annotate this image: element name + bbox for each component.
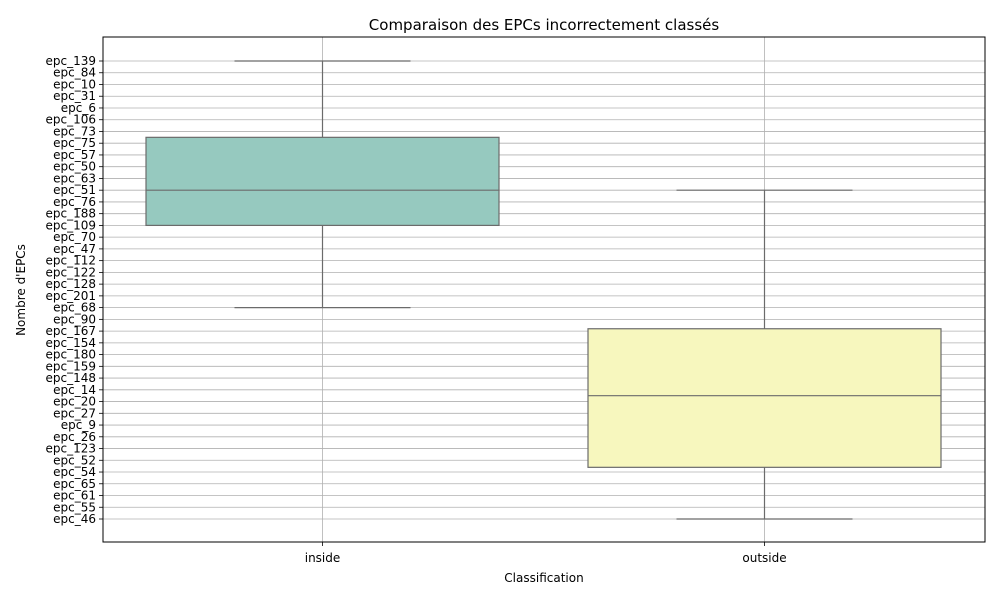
box-body [145, 136, 500, 227]
y-tick-label: epc_73 [53, 124, 96, 138]
y-tick-label: epc_31 [53, 89, 96, 103]
y-tick-label: epc_10 [53, 77, 96, 91]
box-body [587, 328, 942, 468]
y-tick-label: epc_9 [61, 418, 96, 432]
box-outside [587, 189, 942, 520]
y-tick-label: epc_6 [61, 101, 96, 115]
y-tick-label: epc_14 [53, 383, 96, 397]
y-tick-label: epc_180 [45, 348, 96, 362]
y-tick-label: epc_106 [45, 113, 96, 127]
y-tick-label: epc_47 [53, 242, 96, 256]
y-tick-label: epc_201 [45, 289, 96, 303]
y-tick-label: epc_20 [53, 395, 96, 409]
x-tick-label: inside [305, 551, 341, 565]
y-tick-label: epc_122 [45, 265, 96, 279]
y-tick-label: epc_84 [53, 66, 96, 80]
y-tick-label: epc_50 [53, 160, 96, 174]
y-tick-label: epc_128 [45, 277, 96, 291]
y-tick-label: epc_76 [53, 195, 96, 209]
y-tick-label: epc_90 [53, 312, 96, 326]
y-tick-label: epc_27 [53, 406, 96, 420]
y-tick-label: epc_139 [45, 54, 96, 68]
x-axis-title: Classification [504, 571, 583, 585]
y-tick-label: epc_68 [53, 301, 96, 315]
y-tick-label: epc_188 [45, 207, 96, 221]
y-tick-label: epc_70 [53, 230, 96, 244]
y-tick-label: epc_61 [53, 489, 96, 503]
y-tick-label: epc_154 [45, 336, 96, 350]
y-tick-label: epc_55 [53, 500, 96, 514]
x-tick-label: outside [742, 551, 786, 565]
y-axis-title: Nombre d'EPCs [14, 244, 28, 336]
y-tick-label: epc_46 [53, 512, 96, 526]
y-tick-label: epc_57 [53, 148, 96, 162]
y-tick-label: epc_54 [53, 465, 96, 479]
y-tick-label: epc_63 [53, 171, 96, 185]
y-tick-label: epc_51 [53, 183, 96, 197]
y-tick-label: epc_109 [45, 218, 96, 232]
y-tick-label: epc_52 [53, 453, 96, 467]
y-tick-label: epc_26 [53, 430, 96, 444]
box-inside [145, 60, 500, 309]
y-tick-label: epc_159 [45, 359, 96, 373]
box-series [145, 60, 942, 520]
y-tick-label: epc_123 [45, 442, 96, 456]
y-tick-label: epc_167 [45, 324, 96, 338]
chart-title: Comparaison des EPCs incorrectement clas… [369, 16, 720, 34]
x-axis-ticks: inside outside [305, 542, 787, 565]
y-tick-label: epc_65 [53, 477, 96, 491]
plot-frame [102, 36, 986, 543]
y-axis-ticks: epc_139epc_84epc_10epc_31epc_6epc_106epc… [45, 54, 103, 526]
y-tick-label: epc_148 [45, 371, 96, 385]
y-tick-label: epc_75 [53, 136, 96, 150]
y-tick-label: epc_112 [45, 254, 96, 268]
